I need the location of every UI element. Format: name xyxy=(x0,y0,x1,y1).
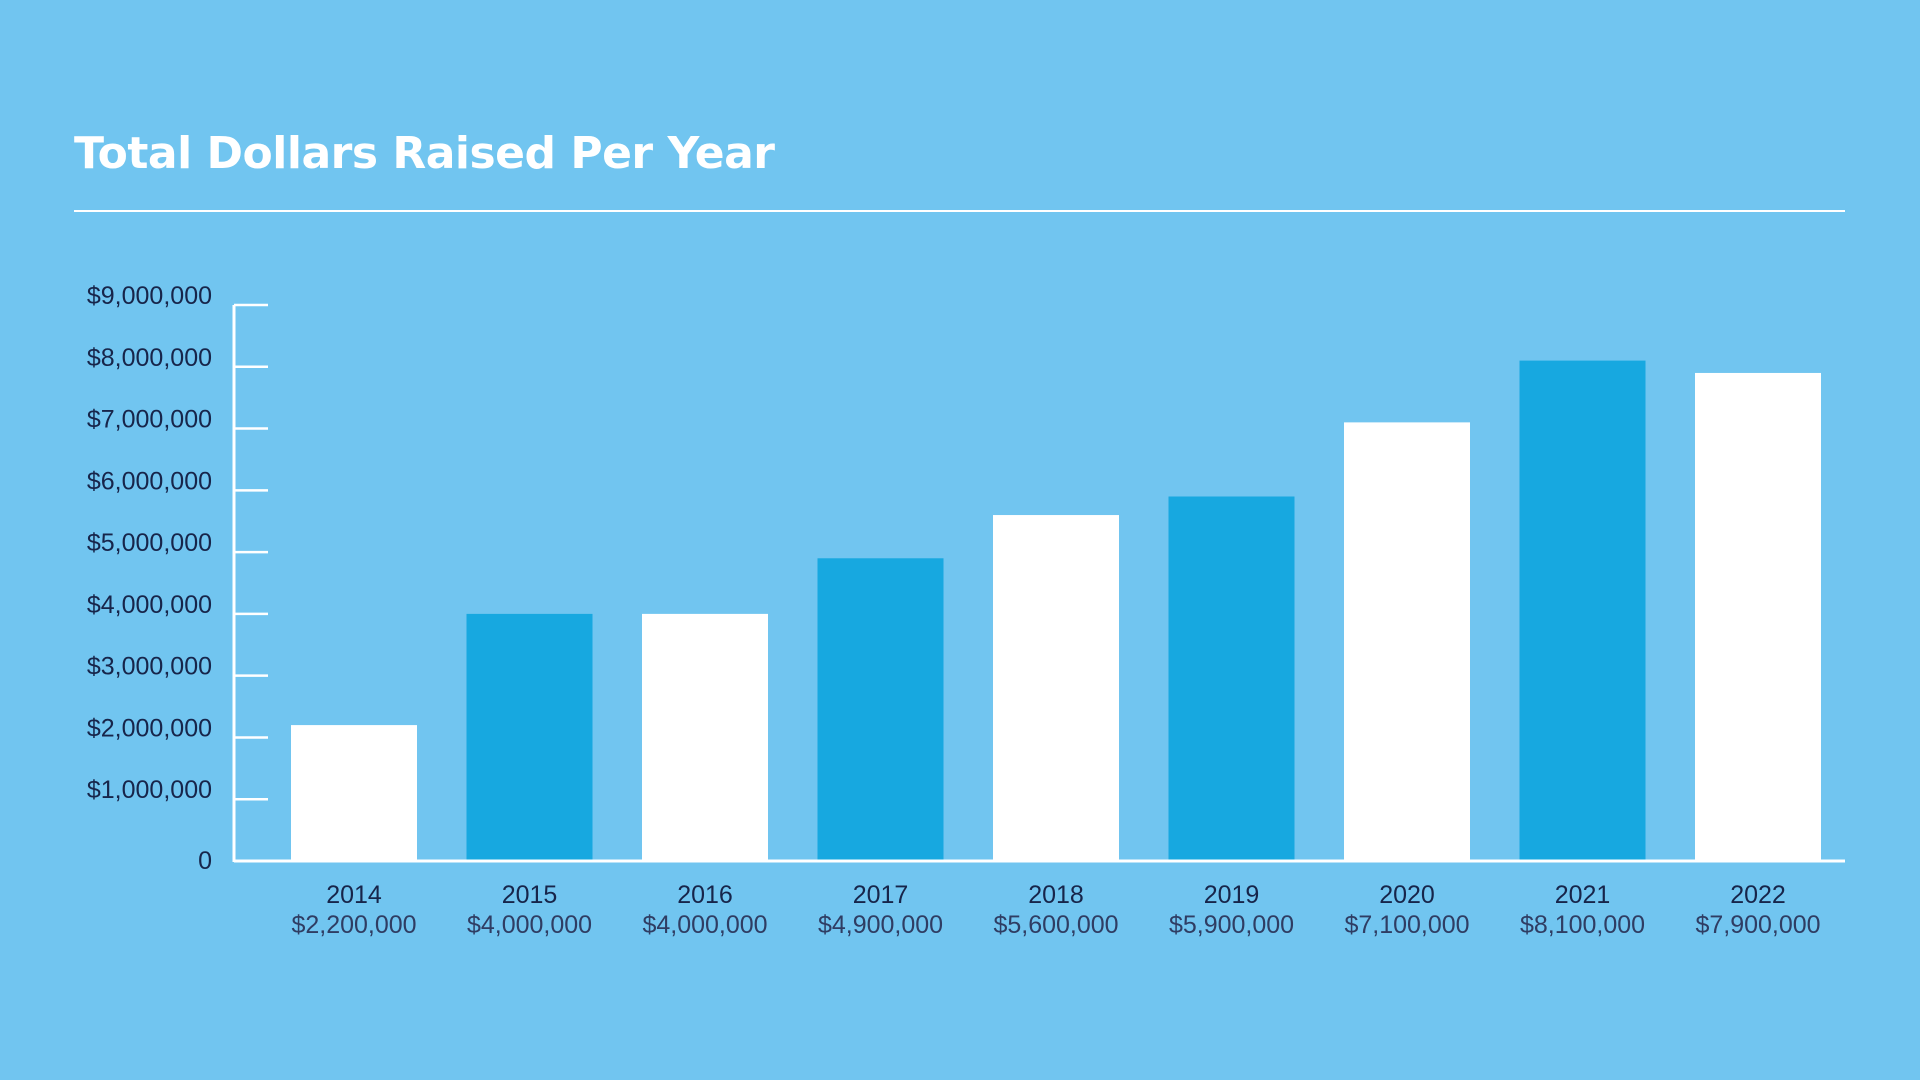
bar-value-label: $7,900,000 xyxy=(1695,911,1820,939)
bar-value-label: $8,100,000 xyxy=(1520,911,1645,939)
bar-value-label: $4,000,000 xyxy=(642,911,767,939)
x-tick-label: 2016 xyxy=(677,881,733,909)
bar-2014 xyxy=(291,725,417,861)
bar-value-label: $4,000,000 xyxy=(467,911,592,939)
x-tick-label: 2017 xyxy=(853,881,909,909)
bar-2019 xyxy=(1168,496,1295,861)
bar-2017 xyxy=(817,558,944,861)
x-tick-label: 2019 xyxy=(1204,881,1260,909)
x-tick-label: 2020 xyxy=(1379,881,1435,909)
x-tick-label: 2021 xyxy=(1555,881,1611,909)
bar-series xyxy=(291,360,1821,861)
y-tick-label: $2,000,000 xyxy=(87,714,212,742)
y-tick-label: $1,000,000 xyxy=(87,776,212,804)
bar-value-label: $5,600,000 xyxy=(993,911,1118,939)
bar-2016 xyxy=(642,613,768,861)
y-axis: 0 $1,000,000 $2,000,000 $3,000,000 $4,000,00… xyxy=(87,282,268,875)
title-divider xyxy=(74,210,1845,212)
y-tick-label: $9,000,000 xyxy=(87,282,212,310)
y-tick-label: $7,000,000 xyxy=(87,406,212,434)
bar-value-label: $4,900,000 xyxy=(818,911,943,939)
y-tick-label: $8,000,000 xyxy=(87,344,212,372)
y-tick-label: 0 xyxy=(198,847,212,875)
bar-value-label: $7,100,000 xyxy=(1344,911,1469,939)
x-axis: 2014$2,200,0002015$4,000,0002016$4,000,0… xyxy=(234,859,1845,939)
chart-title: Total Dollars Raised Per Year xyxy=(74,128,775,179)
bar-2018 xyxy=(993,515,1119,861)
bar-2021 xyxy=(1519,360,1646,861)
y-tick-label: $3,000,000 xyxy=(87,653,212,681)
y-tick-label: $6,000,000 xyxy=(87,467,212,495)
x-tick-label: 2015 xyxy=(502,881,558,909)
bar-2020 xyxy=(1344,422,1470,861)
y-tick-label: $4,000,000 xyxy=(87,591,212,619)
x-tick-label: 2014 xyxy=(326,881,382,909)
bar-value-label: $5,900,000 xyxy=(1169,911,1294,939)
x-tick-label: 2018 xyxy=(1028,881,1084,909)
x-tick-label: 2022 xyxy=(1730,881,1786,909)
y-tick-label: $5,000,000 xyxy=(87,529,212,557)
bar-2015 xyxy=(466,613,593,861)
bar-2022 xyxy=(1695,372,1821,861)
bar-value-label: $2,200,000 xyxy=(291,911,416,939)
